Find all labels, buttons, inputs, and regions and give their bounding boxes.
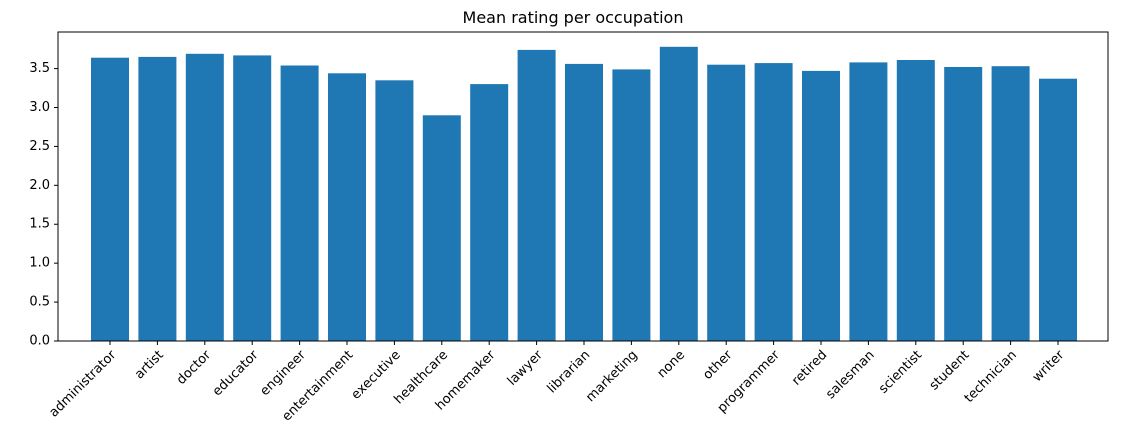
bar-none xyxy=(659,46,698,342)
x-tick-label-none: none xyxy=(655,348,689,382)
bars-group xyxy=(91,46,1077,342)
bar-other xyxy=(707,64,746,341)
y-tick-label: 3.0 xyxy=(29,100,50,115)
bar-scientist xyxy=(896,60,935,341)
bar-retired xyxy=(802,70,840,342)
bar-librarian xyxy=(565,63,603,342)
bar-engineer xyxy=(280,65,319,341)
bar-writer xyxy=(1039,78,1077,341)
y-tick-label: 3.5 xyxy=(29,61,50,76)
bar-doctor xyxy=(185,53,224,342)
bar-administrator xyxy=(91,57,129,341)
x-tick-label-lawyer: lawyer xyxy=(505,347,547,389)
y-tick-label: 1.0 xyxy=(29,256,50,271)
x-tick-label-retired: retired xyxy=(789,348,830,389)
bar-artist xyxy=(138,56,177,342)
x-tick-label-salesman: salesman xyxy=(823,348,877,402)
x-tick-label-other: other xyxy=(700,347,736,383)
x-tick-label-scientist: scientist xyxy=(876,348,925,397)
bar-programmer xyxy=(754,63,793,341)
bar-executive xyxy=(375,80,414,342)
x-tick-label-student: student xyxy=(927,348,973,394)
bar-marketing xyxy=(612,69,651,342)
x-axis: administrator artist doctoreducatorenginee… xyxy=(47,341,1068,424)
bar-lawyer xyxy=(517,49,556,342)
x-tick-label-doctor: doctor xyxy=(174,347,215,388)
bar-salesman xyxy=(849,62,888,342)
bar-entertainment xyxy=(328,73,366,342)
bar-educator xyxy=(233,55,272,342)
bar-student xyxy=(944,67,983,341)
y-tick-label: 0.0 xyxy=(29,334,50,349)
bar-homemaker xyxy=(470,84,509,341)
bar-healthcare xyxy=(422,115,461,341)
x-tick-label-librarian: librarian xyxy=(545,348,594,397)
x-tick-label-artist: artist xyxy=(132,348,167,383)
y-tick-label: 2.5 xyxy=(29,139,50,154)
y-tick-label: 0.5 xyxy=(29,295,50,310)
x-tick-label-writer: writer xyxy=(1030,347,1068,385)
x-tick-label-educator: educator xyxy=(210,347,262,399)
x-tick-label-administrator: administrator xyxy=(47,347,120,420)
chart-title: Mean rating per occupation xyxy=(463,8,684,27)
y-tick-label: 1.5 xyxy=(29,217,50,232)
plot-frame xyxy=(57,31,1109,342)
x-tick-label-marketing: marketing xyxy=(583,348,640,405)
y-axis: 0.0 0.5 1.0 1.5 2.0 2.5 3.0 3.5 xyxy=(29,61,58,349)
y-tick-label: 2.0 xyxy=(29,178,50,193)
bar-technician xyxy=(991,66,1030,341)
